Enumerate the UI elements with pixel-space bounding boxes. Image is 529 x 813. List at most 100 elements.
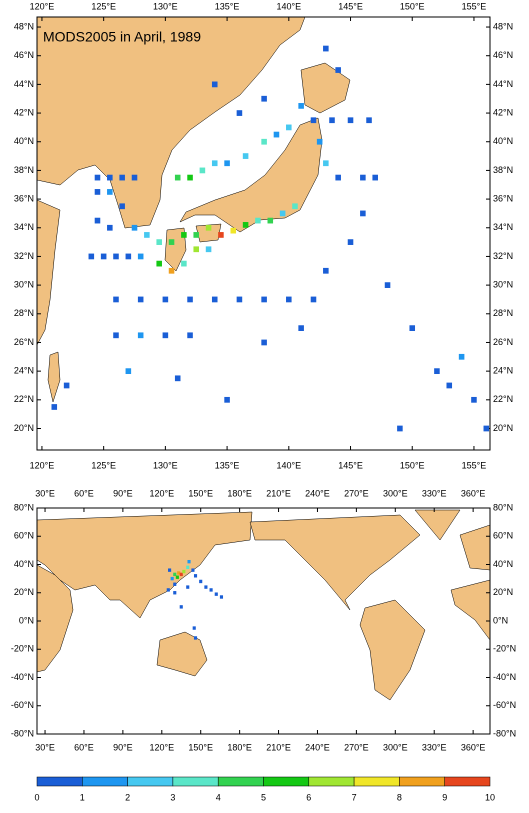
data-cell (187, 174, 193, 181)
data-cell (170, 576, 174, 581)
colorbar-bin (308, 776, 355, 787)
y-tick-label: 26°N (493, 337, 513, 347)
data-cell (113, 296, 119, 303)
data-cell (168, 568, 172, 572)
y-tick-label: 46°N (493, 50, 513, 60)
y-tick-label: 60°N (493, 531, 513, 541)
y-tick-label: 42°N (493, 107, 513, 117)
x-tick-label: 330°E (422, 488, 447, 498)
colorbar-label: 8 (397, 792, 402, 802)
data-cell (137, 332, 144, 339)
data-cell (125, 253, 132, 260)
data-cell (236, 296, 243, 303)
data-cell (137, 296, 144, 303)
x-tick-label: 180°E (227, 488, 252, 498)
x-tick-label: 120°E (30, 1, 55, 11)
colorbar-bin (172, 776, 219, 787)
y-tick-label: 0°N (493, 615, 508, 625)
x-tick-label: 145°E (338, 1, 363, 11)
y-tick-label: -40°N (493, 672, 516, 682)
x-tick-label: 150°E (400, 1, 425, 11)
x-tick-label: 360°E (461, 488, 486, 498)
x-tick-label: 120°E (149, 742, 174, 752)
y-tick-label: 80°N (493, 502, 513, 512)
data-cell (119, 174, 125, 181)
x-tick-label: 150°E (400, 460, 425, 470)
data-cell (182, 569, 186, 574)
data-cell (94, 189, 101, 195)
data-cell (323, 45, 329, 52)
data-cell (193, 636, 198, 640)
data-cell (173, 591, 177, 595)
data-cell (458, 353, 465, 360)
data-cell (113, 332, 119, 339)
data-cell (434, 368, 440, 375)
x-tick-label: 150°E (188, 488, 213, 498)
data-cell (186, 585, 190, 589)
x-tick-label: 155°E (462, 460, 487, 470)
y-tick-label: 30°N (14, 279, 34, 289)
x-tick-label: 125°E (91, 1, 116, 11)
y-tick-label: -80°N (493, 728, 516, 738)
y-tick-label: 20°N (14, 587, 34, 597)
data-cell (174, 375, 181, 382)
data-cell (181, 232, 187, 238)
x-tick-label: 130°E (153, 1, 178, 11)
colorbar-bin (399, 776, 445, 787)
data-cell (173, 572, 177, 577)
data-cell (347, 239, 354, 245)
colorbar-label: 9 (442, 792, 447, 802)
y-tick-label: 26°N (14, 337, 34, 347)
map1-frame (36, 16, 491, 451)
data-cell (193, 232, 200, 238)
data-cell (187, 296, 193, 303)
data-cell (224, 160, 230, 167)
data-cell (242, 222, 249, 228)
y-tick-label: 32°N (493, 251, 513, 261)
data-cell (261, 339, 267, 346)
data-cell (224, 396, 230, 403)
data-cell (335, 67, 341, 73)
data-cell (471, 396, 477, 403)
data-cell (119, 203, 125, 210)
data-cell (179, 572, 183, 577)
map1-land (36, 16, 351, 403)
x-tick-label: 90°E (113, 742, 133, 752)
y-tick-label: 32°N (14, 251, 34, 261)
data-cell (360, 210, 366, 217)
x-tick-label: 180°E (227, 742, 252, 752)
data-cell (446, 382, 453, 389)
data-cell (211, 81, 218, 88)
data-cell (88, 253, 95, 260)
y-tick-label: -80°N (11, 728, 34, 738)
data-cell (187, 332, 193, 339)
data-cell (219, 595, 224, 599)
data-cell (261, 95, 267, 102)
data-cell (179, 605, 183, 609)
colorbar-bin (217, 776, 264, 787)
colorbar-bin (82, 776, 128, 787)
data-cell (107, 174, 113, 181)
data-cell (131, 224, 138, 231)
data-cell (125, 368, 132, 375)
y-tick-label: 46°N (14, 50, 34, 60)
data-cell (205, 224, 212, 231)
x-tick-label: 145°E (338, 460, 363, 470)
y-tick-label: 38°N (493, 165, 513, 175)
x-tick-label: 90°E (113, 488, 133, 498)
y-tick-label: 24°N (14, 366, 34, 376)
colorbar-label: 10 (485, 792, 495, 802)
y-tick-label: 0°N (19, 615, 34, 625)
data-cell (94, 217, 101, 224)
colorbar-label: 2 (125, 792, 130, 802)
data-cell (323, 267, 329, 274)
y-tick-label: 60°N (14, 531, 34, 541)
data-cell (360, 174, 366, 181)
colorbar-label: 1 (80, 792, 85, 802)
y-tick-label: 28°N (14, 308, 34, 318)
data-cell (177, 571, 181, 575)
data-cell (273, 131, 280, 138)
y-tick-label: 30°N (493, 279, 513, 289)
data-cell (175, 575, 179, 579)
